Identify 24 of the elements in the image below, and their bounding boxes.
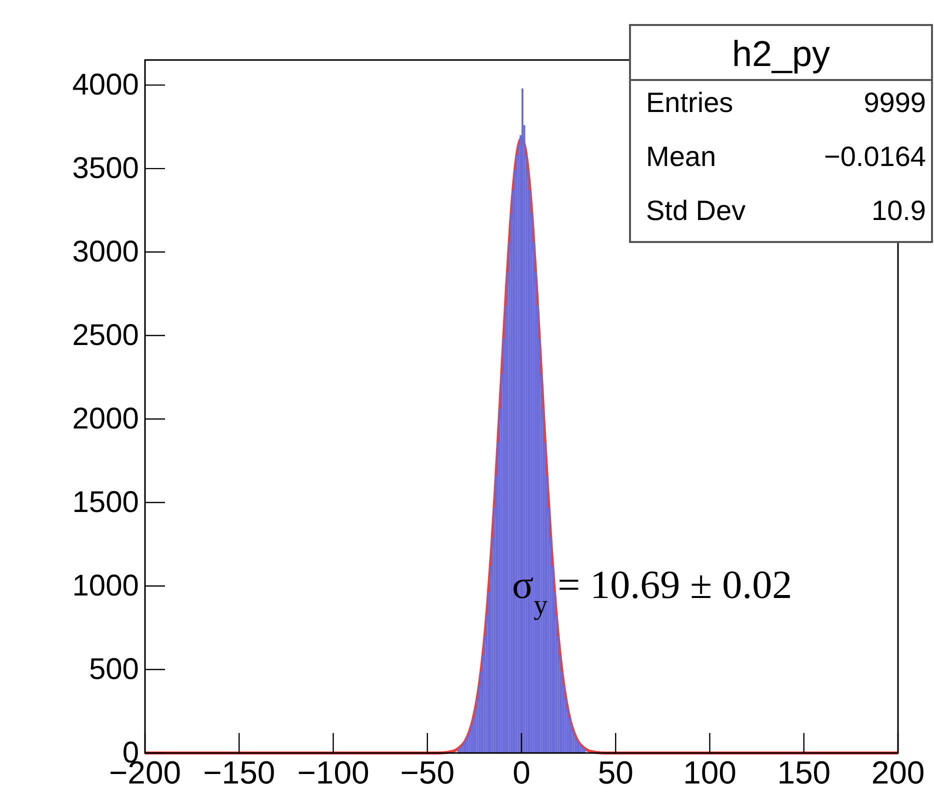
annotation: 9999 (864, 87, 926, 118)
y-tick-label: 1000 (72, 570, 139, 603)
x-tick-label: 200 (871, 754, 925, 791)
annotation: Mean (646, 141, 716, 172)
annotation: 10.9 (872, 195, 926, 226)
chart-title: h2_py (732, 33, 830, 74)
y-tick-label: 2000 (72, 402, 139, 436)
annotation: Std Dev (646, 195, 746, 226)
y-tick-label: 3500 (72, 152, 139, 186)
x-tick-label: 150 (777, 754, 831, 791)
annotation: σ$_{y}$ = 10.69 ± 0.02 (512, 562, 792, 620)
x-tick-label: 50 (598, 754, 634, 791)
x-tick-label: 100 (683, 754, 736, 791)
x-tick-label: −150 (203, 754, 276, 791)
y-tick-label: 3000 (72, 236, 139, 269)
annotation: −0.0164 (824, 141, 926, 172)
y-tick-label: 2500 (72, 319, 139, 352)
x-tick-label: 0 (512, 754, 530, 791)
y-tick-label: 4000 (72, 68, 139, 102)
x-tick-label: −50 (400, 754, 455, 791)
y-tick-label: 500 (88, 653, 139, 686)
x-tick-label: −100 (297, 754, 370, 791)
annotation: Entries (646, 87, 734, 118)
y-tick-label: 1500 (72, 486, 139, 520)
